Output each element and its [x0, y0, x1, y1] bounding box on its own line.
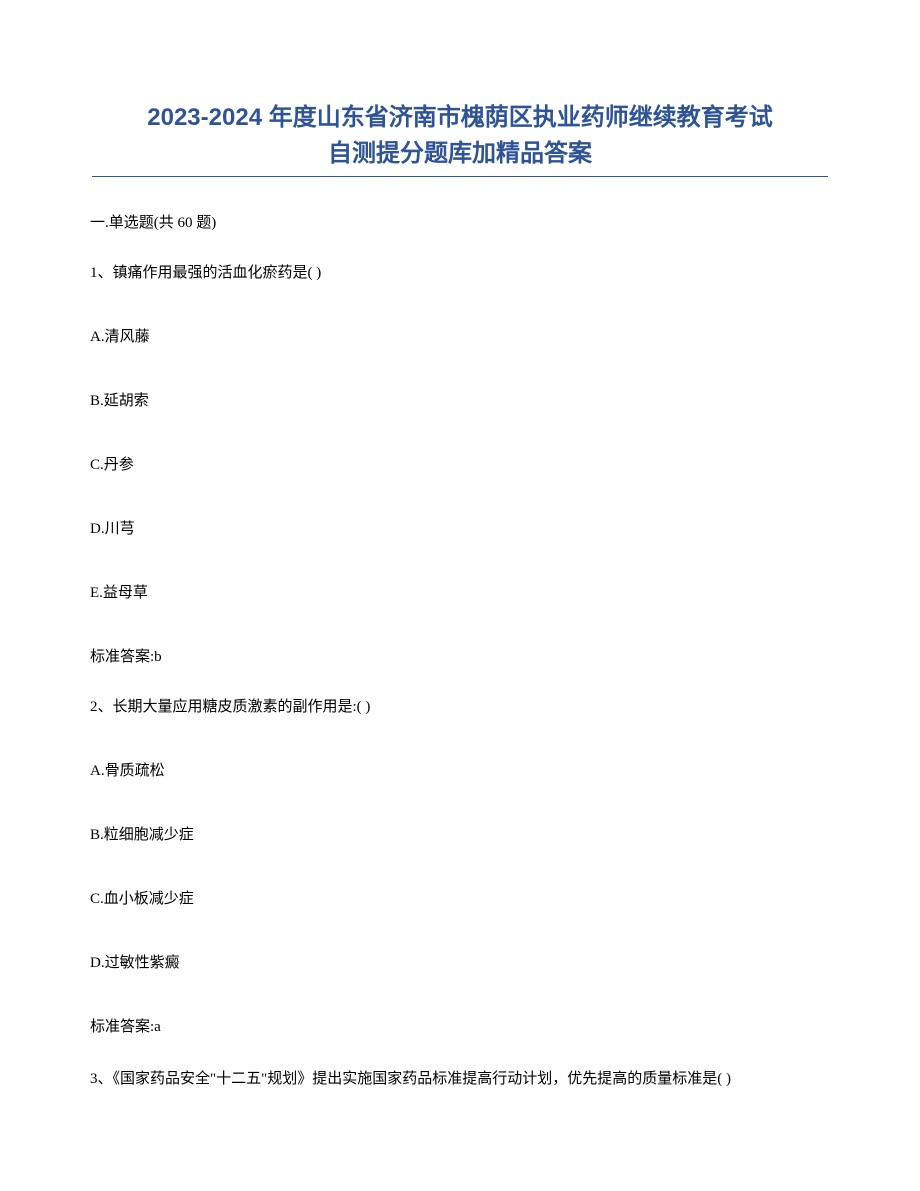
question-2-answer: 标准答案:a	[90, 1015, 830, 1039]
question-1-option-e: E.益母草	[90, 581, 830, 605]
question-3-stem: 3、《国家药品安全"十二五"规划》提出实施国家药品标准提高行动计划，优先提高的质…	[90, 1065, 830, 1094]
question-2-option-d: D.过敏性紫癜	[90, 951, 830, 975]
title-line-2: 自测提分题库加精品答案	[328, 140, 592, 167]
question-2-stem: 2、长期大量应用糖皮质激素的副作用是:( )	[90, 695, 830, 719]
question-2-option-b: B.粒细胞减少症	[90, 823, 830, 847]
document-title: 2023-2024 年度山东省济南市槐荫区执业药师继续教育考试 自测提分题库加精…	[90, 100, 830, 172]
question-1-stem: 1、镇痛作用最强的活血化瘀药是( )	[90, 261, 830, 285]
question-1-option-b: B.延胡索	[90, 389, 830, 413]
question-1-option-d: D.川芎	[90, 517, 830, 541]
question-2-option-a: A.骨质疏松	[90, 759, 830, 783]
question-1-option-a: A.清风藤	[90, 325, 830, 349]
question-2-option-c: C.血小板减少症	[90, 887, 830, 911]
title-underline	[92, 176, 828, 177]
section-header: 一.单选题(共 60 题)	[90, 211, 830, 235]
question-1-answer: 标准答案:b	[90, 645, 830, 669]
document-page: 2023-2024 年度山东省济南市槐荫区执业药师继续教育考试 自测提分题库加精…	[0, 0, 920, 1154]
title-line-1: 2023-2024 年度山东省济南市槐荫区执业药师继续教育考试	[147, 104, 772, 131]
question-1-option-c: C.丹参	[90, 453, 830, 477]
